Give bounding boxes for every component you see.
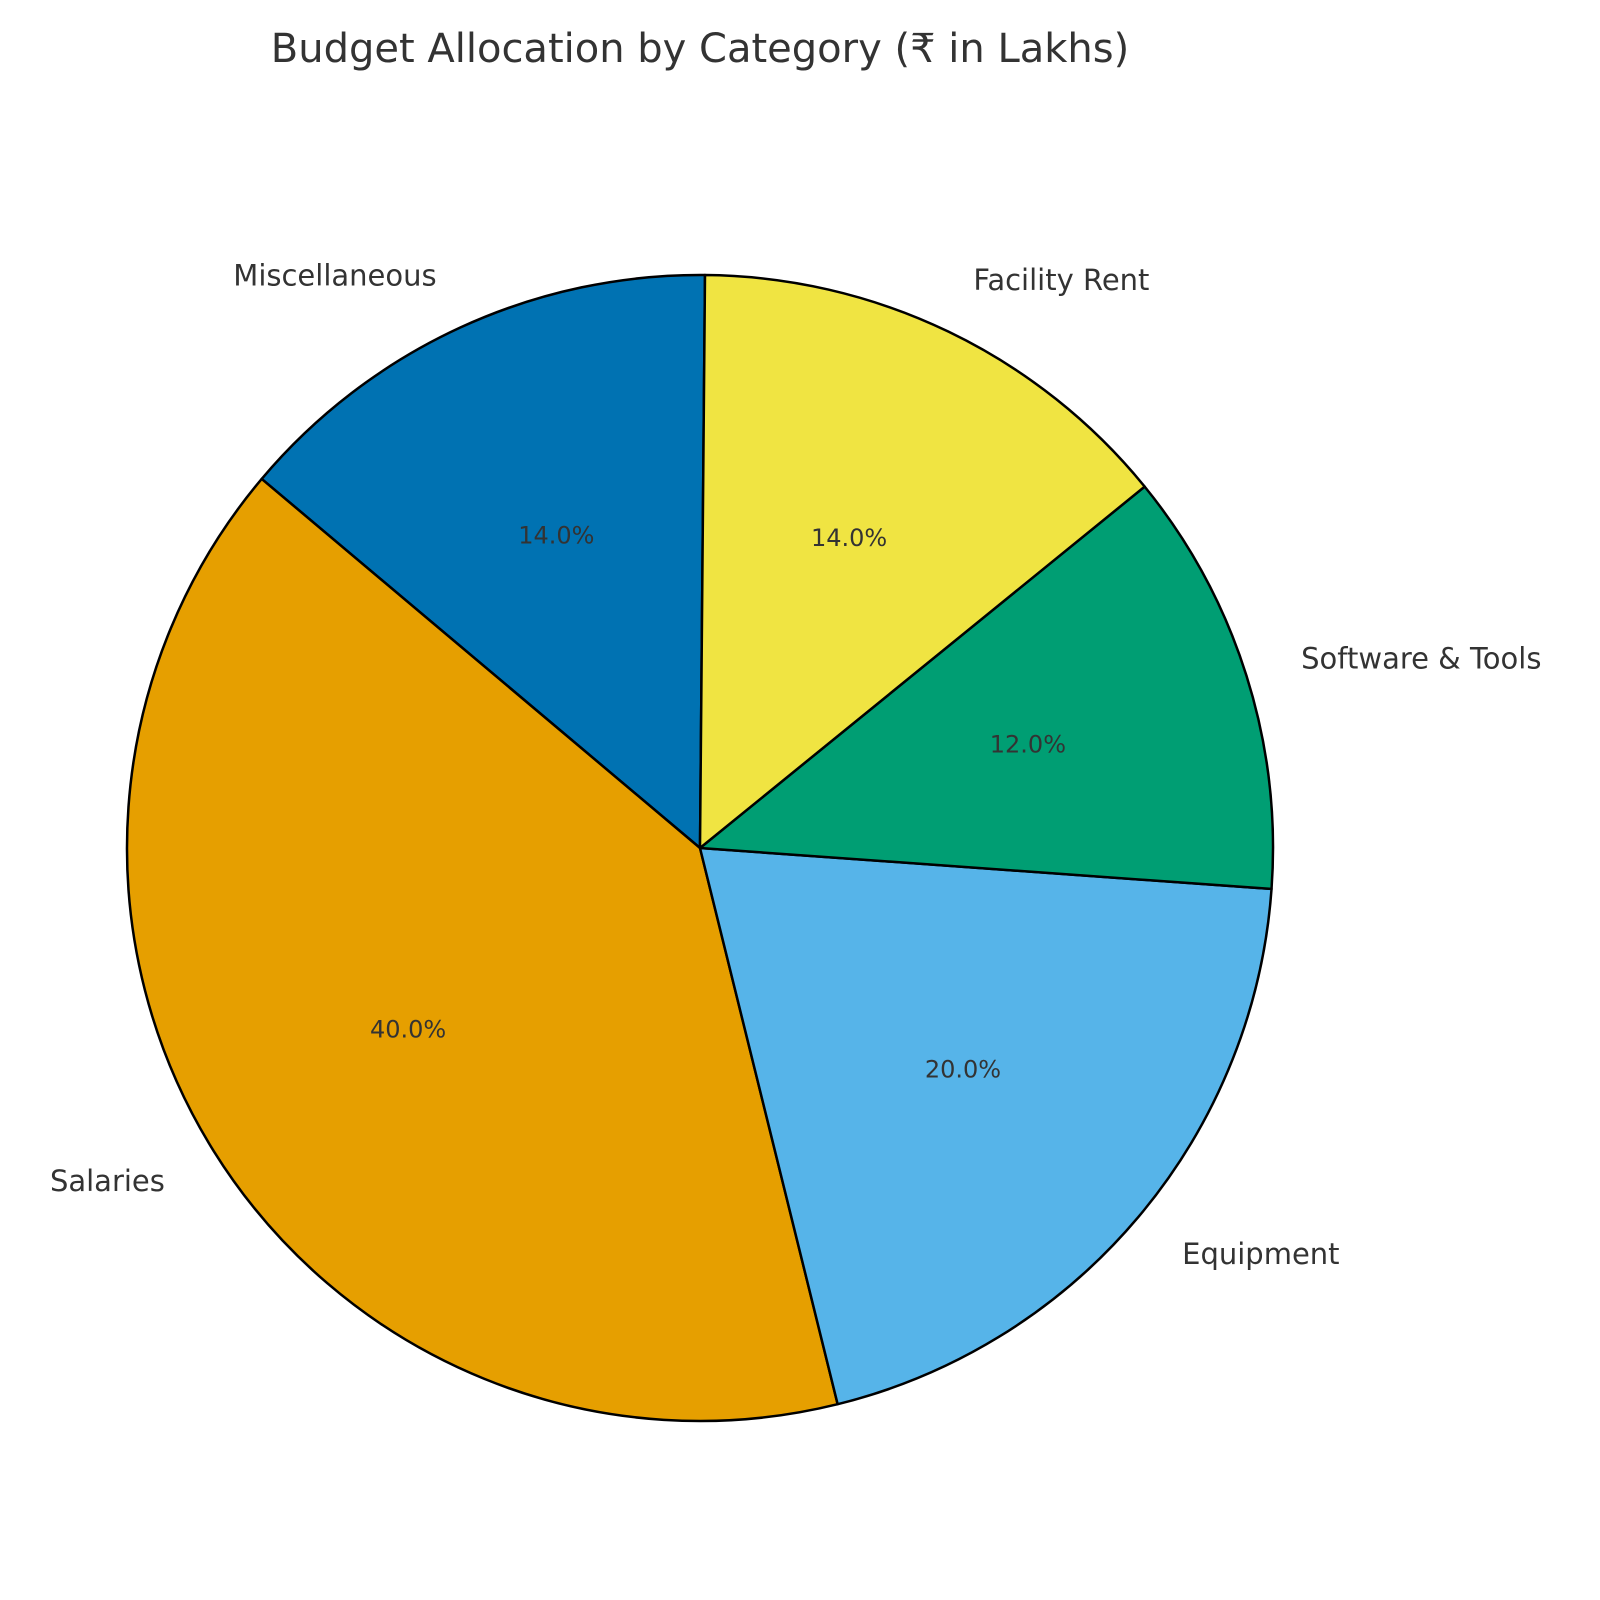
category-label: Facility Rent — [973, 263, 1149, 297]
category-label: Equipment — [1182, 1237, 1339, 1271]
category-label: Miscellaneous — [233, 258, 436, 292]
percent-labels: 14.0% 40.0% 20.0% 12.0% 14.0% — [370, 522, 1066, 1084]
pie-slice-equipment — [698, 846, 1273, 1406]
pie-slice-salaries — [125, 477, 839, 1423]
percent-label: 14.0% — [518, 522, 594, 550]
percent-label: 40.0% — [370, 1016, 446, 1044]
category-labels: Miscellaneous Salaries Equipment Software &… — [50, 258, 1542, 1271]
percent-label: 14.0% — [811, 524, 887, 552]
percent-label: 12.0% — [990, 731, 1066, 759]
pie-slice-software-tools — [698, 485, 1275, 891]
pie-slices — [125, 273, 1275, 1423]
category-label: Salaries — [50, 1164, 165, 1198]
chart-title: Budget Allocation by Category (₹ in Lakh… — [271, 26, 1129, 72]
percent-label: 20.0% — [925, 1055, 1001, 1083]
category-label: Software & Tools — [1301, 641, 1541, 675]
pie-slice-miscellaneous — [260, 273, 707, 850]
pie-slice-facility-rent — [698, 273, 1146, 850]
